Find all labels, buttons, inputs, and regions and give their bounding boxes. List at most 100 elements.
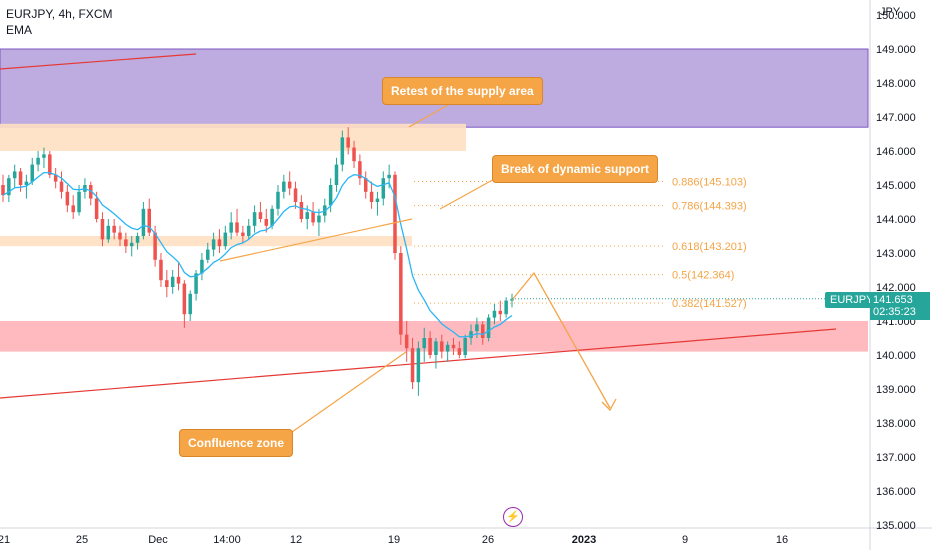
candle-body[interactable] — [118, 232, 122, 240]
candle-body[interactable] — [30, 164, 35, 182]
candle-body[interactable] — [299, 202, 304, 219]
candle-body[interactable] — [457, 348, 462, 355]
candle-body[interactable] — [206, 249, 210, 260]
lightning-icon[interactable]: ⚡ — [503, 507, 523, 527]
x-tick-label: 16 — [776, 534, 788, 546]
candle-body[interactable] — [42, 154, 46, 158]
candle-body[interactable] — [486, 317, 491, 338]
candle-body[interactable] — [135, 236, 140, 243]
candle-body[interactable] — [451, 344, 456, 349]
candle-body[interactable] — [211, 239, 216, 250]
candle-body[interactable] — [358, 161, 362, 179]
candle-body[interactable] — [89, 185, 93, 199]
candle-body[interactable] — [422, 338, 426, 349]
candle-body[interactable] — [159, 259, 163, 281]
candle-body[interactable] — [112, 225, 116, 233]
candle-body[interactable] — [1, 185, 5, 196]
candle-body[interactable] — [53, 174, 58, 182]
candle-body[interactable] — [387, 174, 391, 179]
candle-body[interactable] — [346, 137, 350, 148]
candle-body[interactable] — [258, 212, 263, 219]
candle-body[interactable] — [334, 164, 339, 185]
candle-body[interactable] — [48, 154, 52, 175]
candle-body[interactable] — [18, 171, 23, 185]
candle-body[interactable] — [223, 232, 228, 247]
candle-body[interactable] — [375, 198, 380, 202]
candle-body[interactable] — [276, 191, 280, 209]
candle-body[interactable] — [129, 242, 134, 247]
candle-body[interactable] — [241, 232, 245, 236]
candle-body[interactable] — [141, 208, 146, 236]
candle-body[interactable] — [200, 259, 204, 274]
candle-body[interactable] — [165, 280, 169, 287]
candle-body[interactable] — [445, 344, 450, 352]
candle-body[interactable] — [94, 198, 99, 219]
candle-body[interactable] — [147, 208, 152, 233]
candle-body[interactable] — [340, 137, 345, 165]
candle-body[interactable] — [7, 178, 11, 196]
candle-body[interactable] — [480, 324, 485, 338]
candle-body[interactable] — [235, 222, 239, 233]
candle-body[interactable] — [182, 283, 187, 315]
candle-body[interactable] — [153, 232, 157, 260]
candle-body[interactable] — [282, 181, 286, 192]
candle-body[interactable] — [12, 171, 17, 179]
candle-body[interactable] — [124, 239, 128, 247]
candle-body[interactable] — [317, 215, 321, 223]
candle-body[interactable] — [264, 219, 269, 226]
dynamic-support-line — [219, 218, 413, 262]
candle-body[interactable] — [270, 208, 274, 226]
callout-supply[interactable]: Retest of the supply area — [382, 77, 543, 105]
candle-body[interactable] — [475, 324, 479, 332]
candle-body[interactable] — [416, 348, 421, 383]
candle-body[interactable] — [469, 331, 473, 338]
candle-body[interactable] — [410, 348, 415, 383]
symbol-title[interactable]: EURJPY, 4h, FXCM — [6, 7, 113, 21]
candle-body[interactable] — [404, 334, 409, 349]
y-tick-label: 148.000 — [876, 78, 916, 90]
candle-body[interactable] — [59, 181, 64, 192]
candle-body[interactable] — [463, 338, 467, 355]
candle-body[interactable] — [229, 222, 233, 233]
candle-body[interactable] — [77, 191, 81, 213]
candle-body[interactable] — [194, 273, 198, 294]
candle-body[interactable] — [305, 212, 309, 219]
candle-body[interactable] — [328, 185, 333, 206]
candle-body[interactable] — [170, 276, 175, 287]
candle-countdown: 02:35:23 — [873, 306, 916, 318]
ema-line[interactable] — [2, 171, 513, 338]
candle-body[interactable] — [65, 191, 70, 206]
candle-body[interactable] — [176, 276, 181, 284]
candle-body[interactable] — [24, 181, 29, 185]
callout-dynamic-support[interactable]: Break of dynamic support — [492, 155, 659, 183]
candle-body[interactable] — [492, 310, 497, 318]
candle-body[interactable] — [71, 205, 75, 213]
y-tick-label: 143.000 — [876, 248, 916, 260]
candle-body[interactable] — [498, 310, 503, 315]
candle-body[interactable] — [504, 300, 508, 315]
candle-body[interactable] — [252, 212, 257, 226]
candle-body[interactable] — [293, 188, 298, 202]
candle-body[interactable] — [393, 174, 397, 253]
fib-label: 0.618(143.201) — [672, 241, 747, 253]
candle-body[interactable] — [188, 293, 192, 315]
fib-label: 0.5(142.364) — [672, 270, 734, 282]
candle-body[interactable] — [246, 225, 251, 236]
candle-body[interactable] — [428, 338, 432, 355]
candle-body[interactable] — [363, 178, 368, 192]
candle-body[interactable] — [36, 157, 40, 165]
candle-body[interactable] — [217, 239, 222, 247]
candle-body[interactable] — [440, 341, 444, 352]
indicator-label[interactable]: EMA — [6, 23, 33, 37]
candle-body[interactable] — [311, 212, 315, 223]
candle-body[interactable] — [106, 225, 111, 240]
candle-body[interactable] — [434, 341, 438, 355]
candle-body[interactable] — [287, 181, 292, 189]
candle-body[interactable] — [369, 191, 374, 202]
callout-confluence[interactable]: Confluence zone — [179, 429, 294, 457]
candle-body[interactable] — [352, 147, 356, 162]
candle-body[interactable] — [100, 219, 105, 240]
candle-body[interactable] — [399, 253, 403, 335]
candle-body[interactable] — [381, 178, 386, 199]
